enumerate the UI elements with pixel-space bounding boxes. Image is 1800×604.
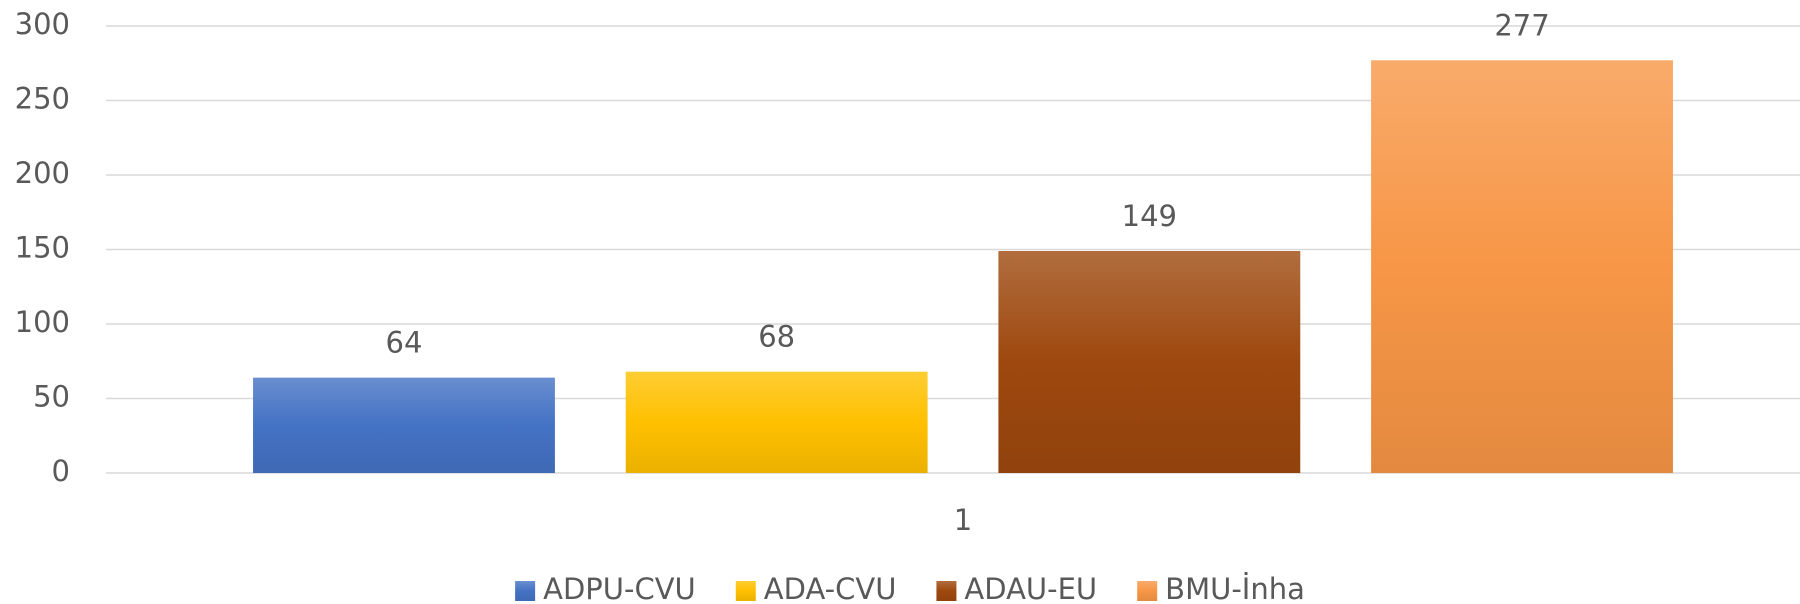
y-tick-label: 100 [15, 305, 70, 339]
bar [998, 250, 1301, 473]
y-tick-label: 300 [15, 7, 70, 41]
legend-swatch [936, 581, 957, 601]
data-label: 64 [386, 326, 423, 360]
bar [1371, 60, 1673, 474]
bar [253, 377, 555, 473]
y-tick-label: 200 [15, 156, 70, 190]
bar [625, 371, 928, 473]
x-tick-label: 1 [954, 503, 972, 537]
y-tick-label: 250 [15, 82, 70, 116]
legend-swatch [515, 581, 536, 601]
legend-label: ADA-CVU [764, 572, 897, 604]
data-label: 277 [1494, 8, 1549, 42]
legend-label: ADAU-EU [964, 572, 1097, 604]
y-tick-label: 50 [33, 380, 70, 414]
data-label: 149 [1122, 199, 1177, 233]
y-tick-label: 0 [52, 454, 70, 488]
y-tick-label: 150 [15, 231, 70, 265]
legend-swatch [735, 581, 756, 601]
legend-swatch [1137, 581, 1158, 601]
legend-label: ADPU-CVU [543, 572, 696, 604]
data-label: 68 [758, 320, 795, 354]
legend-label: BMU-İnha [1165, 572, 1305, 604]
